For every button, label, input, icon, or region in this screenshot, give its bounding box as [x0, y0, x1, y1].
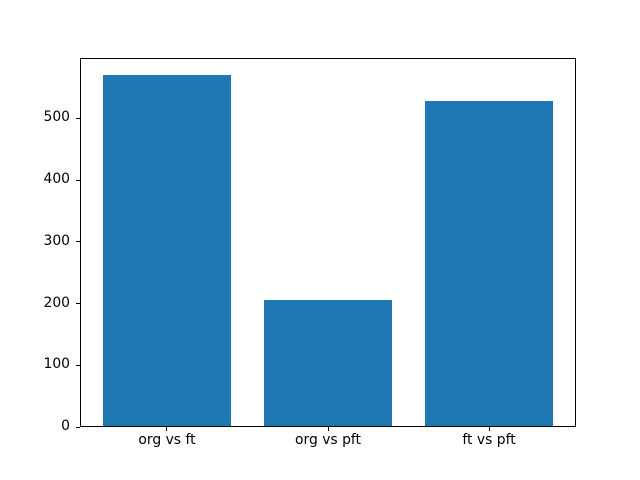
y-tick-mark: [76, 241, 80, 243]
bar-ft-vs-pft: [424, 101, 554, 428]
y-tick-mark: [76, 303, 80, 305]
x-tick-label: ft vs pft: [462, 432, 516, 449]
y-tick-label: 100: [43, 356, 70, 373]
x-tick-label: org vs ft: [138, 432, 196, 449]
y-tick-label: 300: [43, 232, 70, 249]
y-tick-label: 0: [61, 418, 70, 435]
x-tick-mark: [166, 427, 168, 432]
x-tick-label: org vs pft: [295, 432, 361, 449]
y-tick-mark: [76, 117, 80, 119]
y-tick-label: 500: [43, 109, 70, 126]
bar-org-vs-ft: [102, 75, 232, 428]
y-tick-mark: [76, 179, 80, 181]
x-tick-mark: [327, 427, 329, 432]
y-tick-label: 400: [43, 171, 70, 188]
y-tick-mark: [76, 364, 80, 366]
y-tick-label: 200: [43, 294, 70, 311]
bar-org-vs-pft: [263, 299, 393, 428]
y-tick-mark: [76, 426, 80, 428]
x-tick-mark: [488, 427, 490, 432]
